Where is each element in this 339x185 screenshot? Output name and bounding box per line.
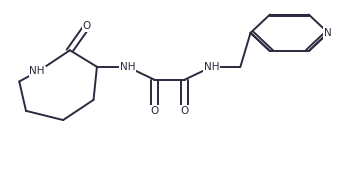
Text: NH: NH [204, 62, 219, 72]
Text: O: O [150, 106, 158, 116]
Text: NH: NH [120, 62, 135, 72]
Text: O: O [83, 21, 91, 31]
Text: N: N [324, 28, 332, 38]
Text: NH: NH [29, 66, 45, 76]
Text: O: O [181, 106, 189, 116]
